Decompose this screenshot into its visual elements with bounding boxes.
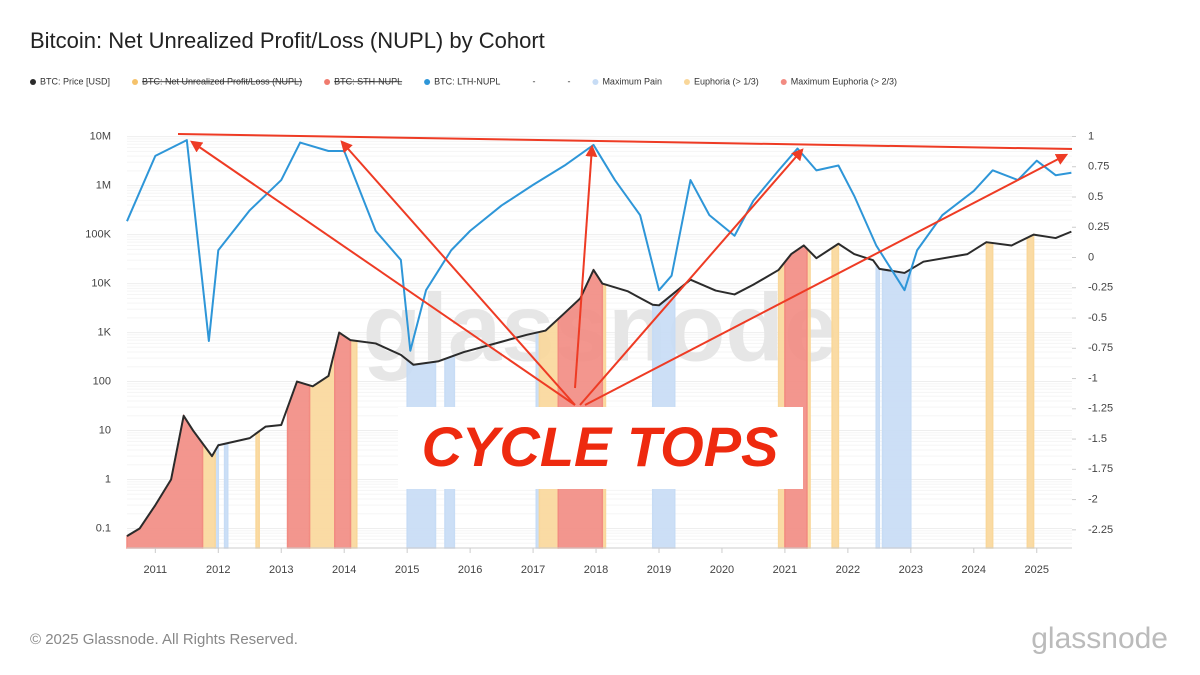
y2-tick-label: -1.5 xyxy=(1088,433,1107,445)
y2-tick-label: -0.75 xyxy=(1088,342,1113,354)
legend-label: BTC: LTH-NUPL xyxy=(434,76,500,86)
y2-tick-label: -1 xyxy=(1088,372,1098,384)
y2-tick-label: -0.25 xyxy=(1088,282,1113,294)
y-tick-label: 100K xyxy=(85,229,111,241)
x-tick-label: 2018 xyxy=(584,564,608,576)
y-tick-label: 100 xyxy=(93,375,111,387)
trend-line xyxy=(177,133,1073,150)
legend-marker xyxy=(324,79,331,85)
arrow xyxy=(340,140,576,406)
legend-label: Maximum Pain xyxy=(602,76,662,86)
y-tick-label: 0.1 xyxy=(96,522,111,534)
legend-label: BTC: STH-NUPL xyxy=(334,76,402,86)
band xyxy=(349,339,358,549)
cycle-arrows xyxy=(177,133,1073,406)
band xyxy=(1026,233,1035,549)
y2-tick-label: 0 xyxy=(1088,251,1094,263)
lines xyxy=(126,139,1072,537)
x-tick-label: 2019 xyxy=(647,564,671,576)
y-tick-label: 10 xyxy=(99,424,111,436)
x-tick-label: 2014 xyxy=(332,564,356,576)
band xyxy=(881,267,912,549)
x-tick-label: 2025 xyxy=(1025,564,1049,576)
logo: glassnode xyxy=(1031,622,1168,655)
axes: 10M 1M 100K 10K 1K 100 10 1 0.1 1 0.75 0.5 0.25 0 -0.2… xyxy=(85,130,1113,576)
y-tick-label: 1 xyxy=(105,473,111,485)
band xyxy=(201,441,216,549)
band xyxy=(831,242,840,549)
band xyxy=(255,429,260,549)
x-tick-label: 2023 xyxy=(899,564,923,576)
band xyxy=(223,442,229,549)
y2-tick-label: 0.75 xyxy=(1088,161,1109,173)
band xyxy=(334,331,352,549)
y2-tick-label: -1.75 xyxy=(1088,463,1113,475)
chart-title: Bitcoin: Net Unrealized Profit/Loss (NUP… xyxy=(30,28,545,53)
x-tick-label: 2013 xyxy=(269,564,293,576)
y2-tick-label: -2 xyxy=(1088,493,1098,505)
x-tick-label: 2024 xyxy=(962,564,986,576)
legend-label: - xyxy=(567,76,570,86)
x-tick-label: 2021 xyxy=(773,564,797,576)
annotation: CYCLE TOPS xyxy=(422,415,779,478)
x-tick-label: 2020 xyxy=(710,564,734,576)
arrow xyxy=(574,144,598,389)
legend-label: Euphoria (> 1/3) xyxy=(694,76,759,86)
legend-label: - xyxy=(532,76,535,86)
series-line xyxy=(126,139,1072,352)
x-tick-label: 2016 xyxy=(458,564,482,576)
legend-marker xyxy=(30,79,36,85)
legend: BTC: Price [USD] BTC: Net Unrealized Prof… xyxy=(30,76,897,86)
x-tick-label: 2022 xyxy=(836,564,860,576)
y-tick-label: 1M xyxy=(96,180,111,192)
arrow xyxy=(190,140,576,406)
y2-tick-label: 0.5 xyxy=(1088,191,1103,203)
x-tick-label: 2017 xyxy=(521,564,545,576)
legend-marker xyxy=(132,79,139,85)
legend-label: Maximum Euphoria (> 2/3) xyxy=(791,76,897,86)
legend-marker xyxy=(592,79,599,85)
series-line xyxy=(126,230,1072,537)
band xyxy=(875,262,881,549)
y2-tick-label: -1.25 xyxy=(1088,403,1113,415)
y2-tick-label: -2.25 xyxy=(1088,524,1113,536)
x-tick-label: 2011 xyxy=(144,564,168,576)
legend-label: BTC: Net Unrealized Profit/Loss (NUPL) xyxy=(142,76,302,86)
copyright: © 2025 Glassnode. All Rights Reserved. xyxy=(30,631,298,648)
arrow xyxy=(584,153,1069,406)
legend-marker xyxy=(780,79,787,85)
x-tick-label: 2012 xyxy=(206,564,230,576)
y2-tick-label: 1 xyxy=(1088,130,1094,142)
y2-tick-label: 0.25 xyxy=(1088,221,1109,233)
legend-marker xyxy=(683,79,690,85)
legend-marker xyxy=(424,79,431,85)
x-tick-label: 2015 xyxy=(395,564,419,576)
y-tick-label: 10K xyxy=(91,277,111,289)
y-tick-label: 10M xyxy=(90,131,111,143)
band xyxy=(985,241,994,549)
legend-label: BTC: Price [USD] xyxy=(40,76,110,86)
arrow xyxy=(579,148,804,406)
y2-tick-label: -0.5 xyxy=(1088,312,1107,324)
annotation-box xyxy=(398,407,803,489)
y-tick-label: 1K xyxy=(98,326,112,338)
band xyxy=(286,380,311,549)
